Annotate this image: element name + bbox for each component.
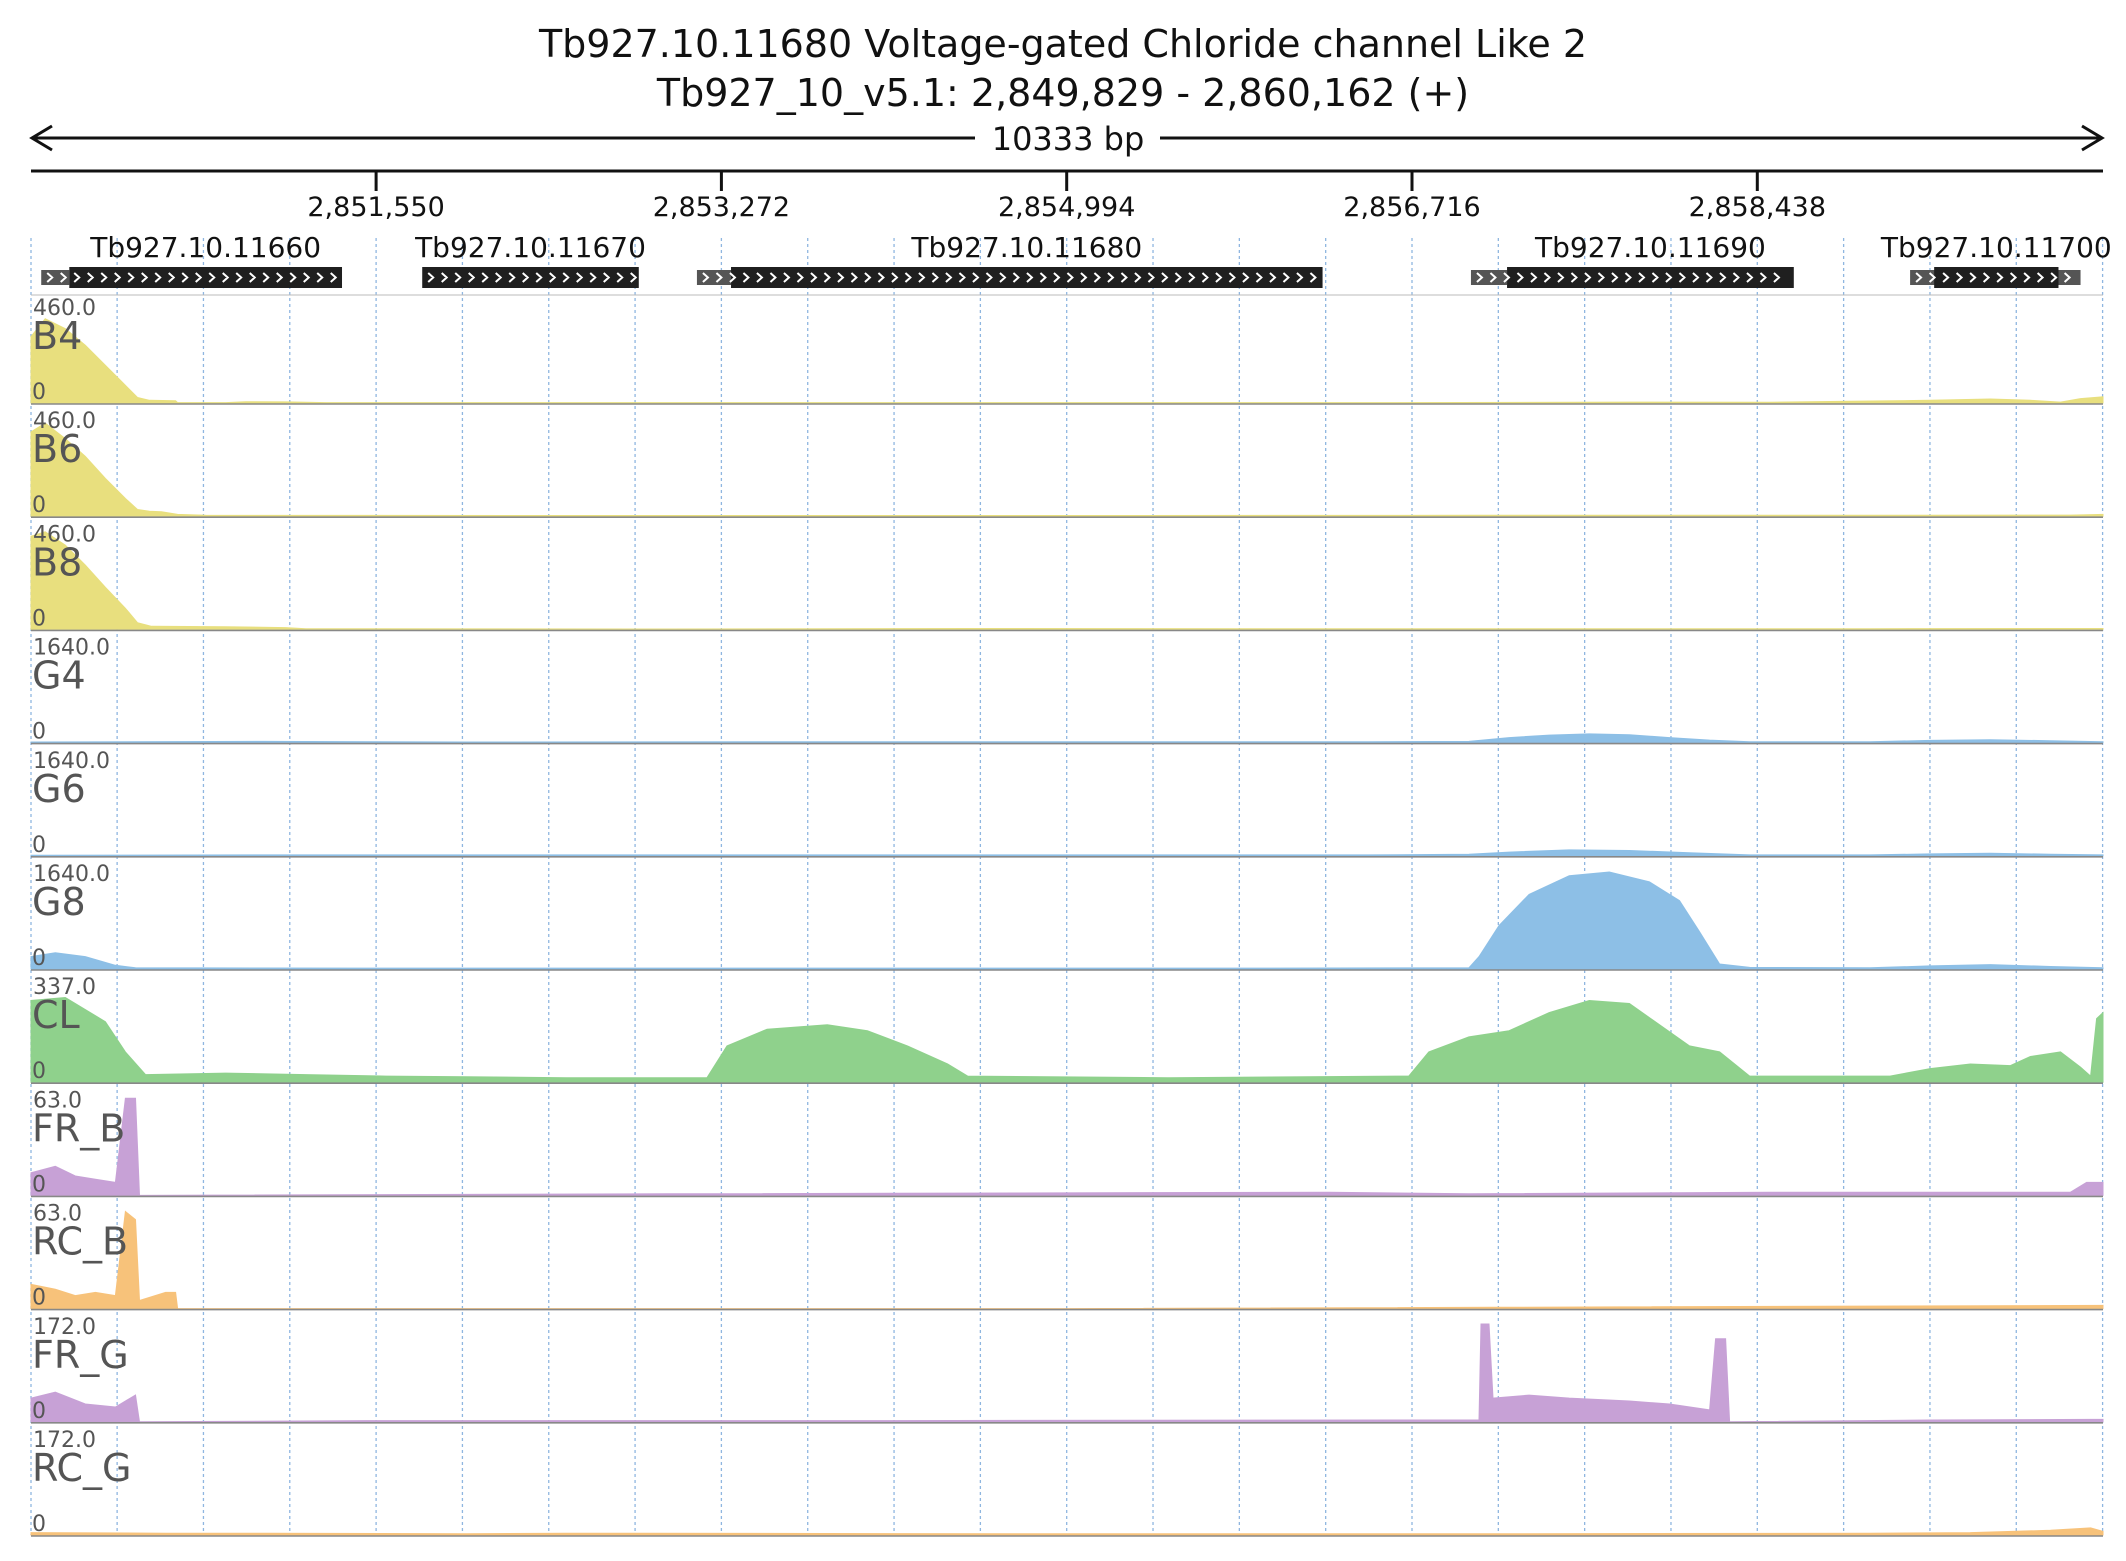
track-name: FR_B (32, 1106, 125, 1150)
track-ymin-label: 0 (32, 1172, 46, 1197)
coverage-area (30, 996, 2104, 1083)
coverage-tracks: 460.0B40460.0B60460.0B801640.0G401640.0G… (30, 296, 2104, 1537)
track-fr-g: 172.0FR_G 0 (30, 1315, 2104, 1424)
track-ymin-label: 0 (32, 720, 46, 745)
gene-cds (1934, 267, 2059, 288)
gene-utr (1470, 270, 1508, 285)
track-name: G6 (32, 767, 86, 811)
coverage-area (30, 531, 2104, 630)
track-rc-g: 172.0RC_G 0 (30, 1428, 2104, 1537)
x-tick-label: 2,856,716 (1343, 192, 1480, 223)
track-name: B6 (32, 427, 82, 471)
figure-subtitle: Tb927_10_v5.1: 2,849,829 - 2,860,162 (+) (656, 71, 1469, 115)
gene-label: Tb927.10.11700 (1880, 231, 2112, 264)
grid-lines (30, 238, 2104, 1535)
gene-cds (731, 267, 1323, 288)
track-b6: 460.0B6 0 (30, 409, 2104, 518)
strand-arrow-icon (427, 272, 638, 283)
track-g6: 1640.0G6 0 (30, 749, 2104, 858)
gene-utr (696, 270, 732, 285)
coverage-area (30, 1210, 2104, 1310)
x-tick-label: 2,851,550 (307, 192, 444, 223)
gene-label: Tb927.10.11680 (910, 231, 1142, 264)
track-ymin-label: 0 (32, 1399, 46, 1424)
track-ymin-label: 0 (32, 1286, 46, 1311)
track-name: G4 (32, 654, 86, 698)
track-ymin-label: 0 (32, 833, 46, 858)
track-name: FR_G (32, 1333, 129, 1377)
strand-arrow-icon (702, 272, 1317, 283)
track-rc-b: 63.0RC_B 0 (30, 1202, 2104, 1311)
coverage-area (30, 871, 2104, 970)
track-name: G8 (32, 880, 86, 924)
track-name: RC_G (32, 1446, 132, 1490)
track-name: B8 (32, 540, 82, 584)
track-ymin-label: 0 (32, 493, 46, 518)
x-tick-label: 2,853,272 (653, 192, 790, 223)
x-tick-label: 2,858,438 (1689, 192, 1826, 223)
track-name: CL (32, 993, 80, 1037)
strand-arrow-icon (46, 272, 338, 283)
track-ymax-label: 1640.0 (33, 862, 110, 887)
gene-cds (422, 267, 639, 288)
arrowhead-left-icon (29, 124, 53, 152)
length-ruler: 10333 bp (29, 120, 2105, 158)
coverage-area (30, 849, 2104, 857)
coverage-area (30, 318, 2104, 404)
gene-track: Tb927.10.11660 Tb927.10.11670 Tb927.10.116… (31, 231, 2112, 296)
track-name: RC_B (32, 1220, 128, 1264)
gene-label: Tb927.10.11660 (89, 231, 321, 264)
track-name: B4 (32, 314, 82, 358)
arrowhead-right-icon (2081, 124, 2105, 152)
x-tick-label: 2,854,994 (998, 192, 1135, 223)
track-cl: 337.0CL 0 (30, 975, 2104, 1084)
strand-arrow-icon (1476, 272, 1781, 283)
track-ymax-label: 337.0 (33, 975, 96, 1000)
track-ymax-label: 460.0 (33, 522, 96, 547)
track-ymax-label: 460.0 (33, 409, 96, 434)
coordinate-axis-ticks: 2,851,550 2,853,272 2,854,994 2,856,716 2,85… (307, 171, 1826, 223)
track-ymin-label: 0 (32, 946, 46, 971)
track-ymax-label: 172.0 (33, 1315, 96, 1340)
track-ymin-label: 0 (32, 1512, 46, 1537)
coverage-area (30, 1097, 2104, 1196)
strand-arrow-icon (1915, 272, 2072, 283)
track-ymin-label: 0 (32, 1059, 46, 1084)
gene-cds (69, 267, 343, 288)
track-ymax-label: 460.0 (33, 296, 96, 321)
track-ymax-label: 1640.0 (33, 749, 110, 774)
gene-label: Tb927.10.11670 (414, 231, 646, 264)
gene-cds (1507, 267, 1794, 288)
track-g8: 1640.0G8 0 (30, 862, 2104, 971)
length-label: 10333 bp (992, 120, 1145, 158)
track-fr-b: 63.0FR_B 0 (30, 1088, 2104, 1197)
track-g4: 1640.0G4 0 (30, 636, 2104, 745)
gene-label: Tb927.10.11690 (1534, 231, 1766, 264)
coverage-area (30, 1527, 2104, 1536)
track-ymax-label: 63.0 (33, 1088, 82, 1113)
coverage-area (30, 422, 2104, 517)
figure-title: Tb927.10.11680 Voltage-gated Chloride ch… (538, 22, 1587, 66)
track-b4: 460.0B4 0 (30, 296, 2104, 405)
coverage-area (30, 1323, 2104, 1423)
track-ymax-label: 63.0 (33, 1202, 82, 1227)
track-ymin-label: 0 (32, 606, 46, 631)
track-ymin-label: 0 (32, 380, 46, 405)
track-ymax-label: 1640.0 (33, 636, 110, 661)
coverage-area (30, 733, 2104, 744)
track-b8: 460.0B8 0 (30, 522, 2104, 631)
track-ymax-label: 172.0 (33, 1428, 96, 1453)
